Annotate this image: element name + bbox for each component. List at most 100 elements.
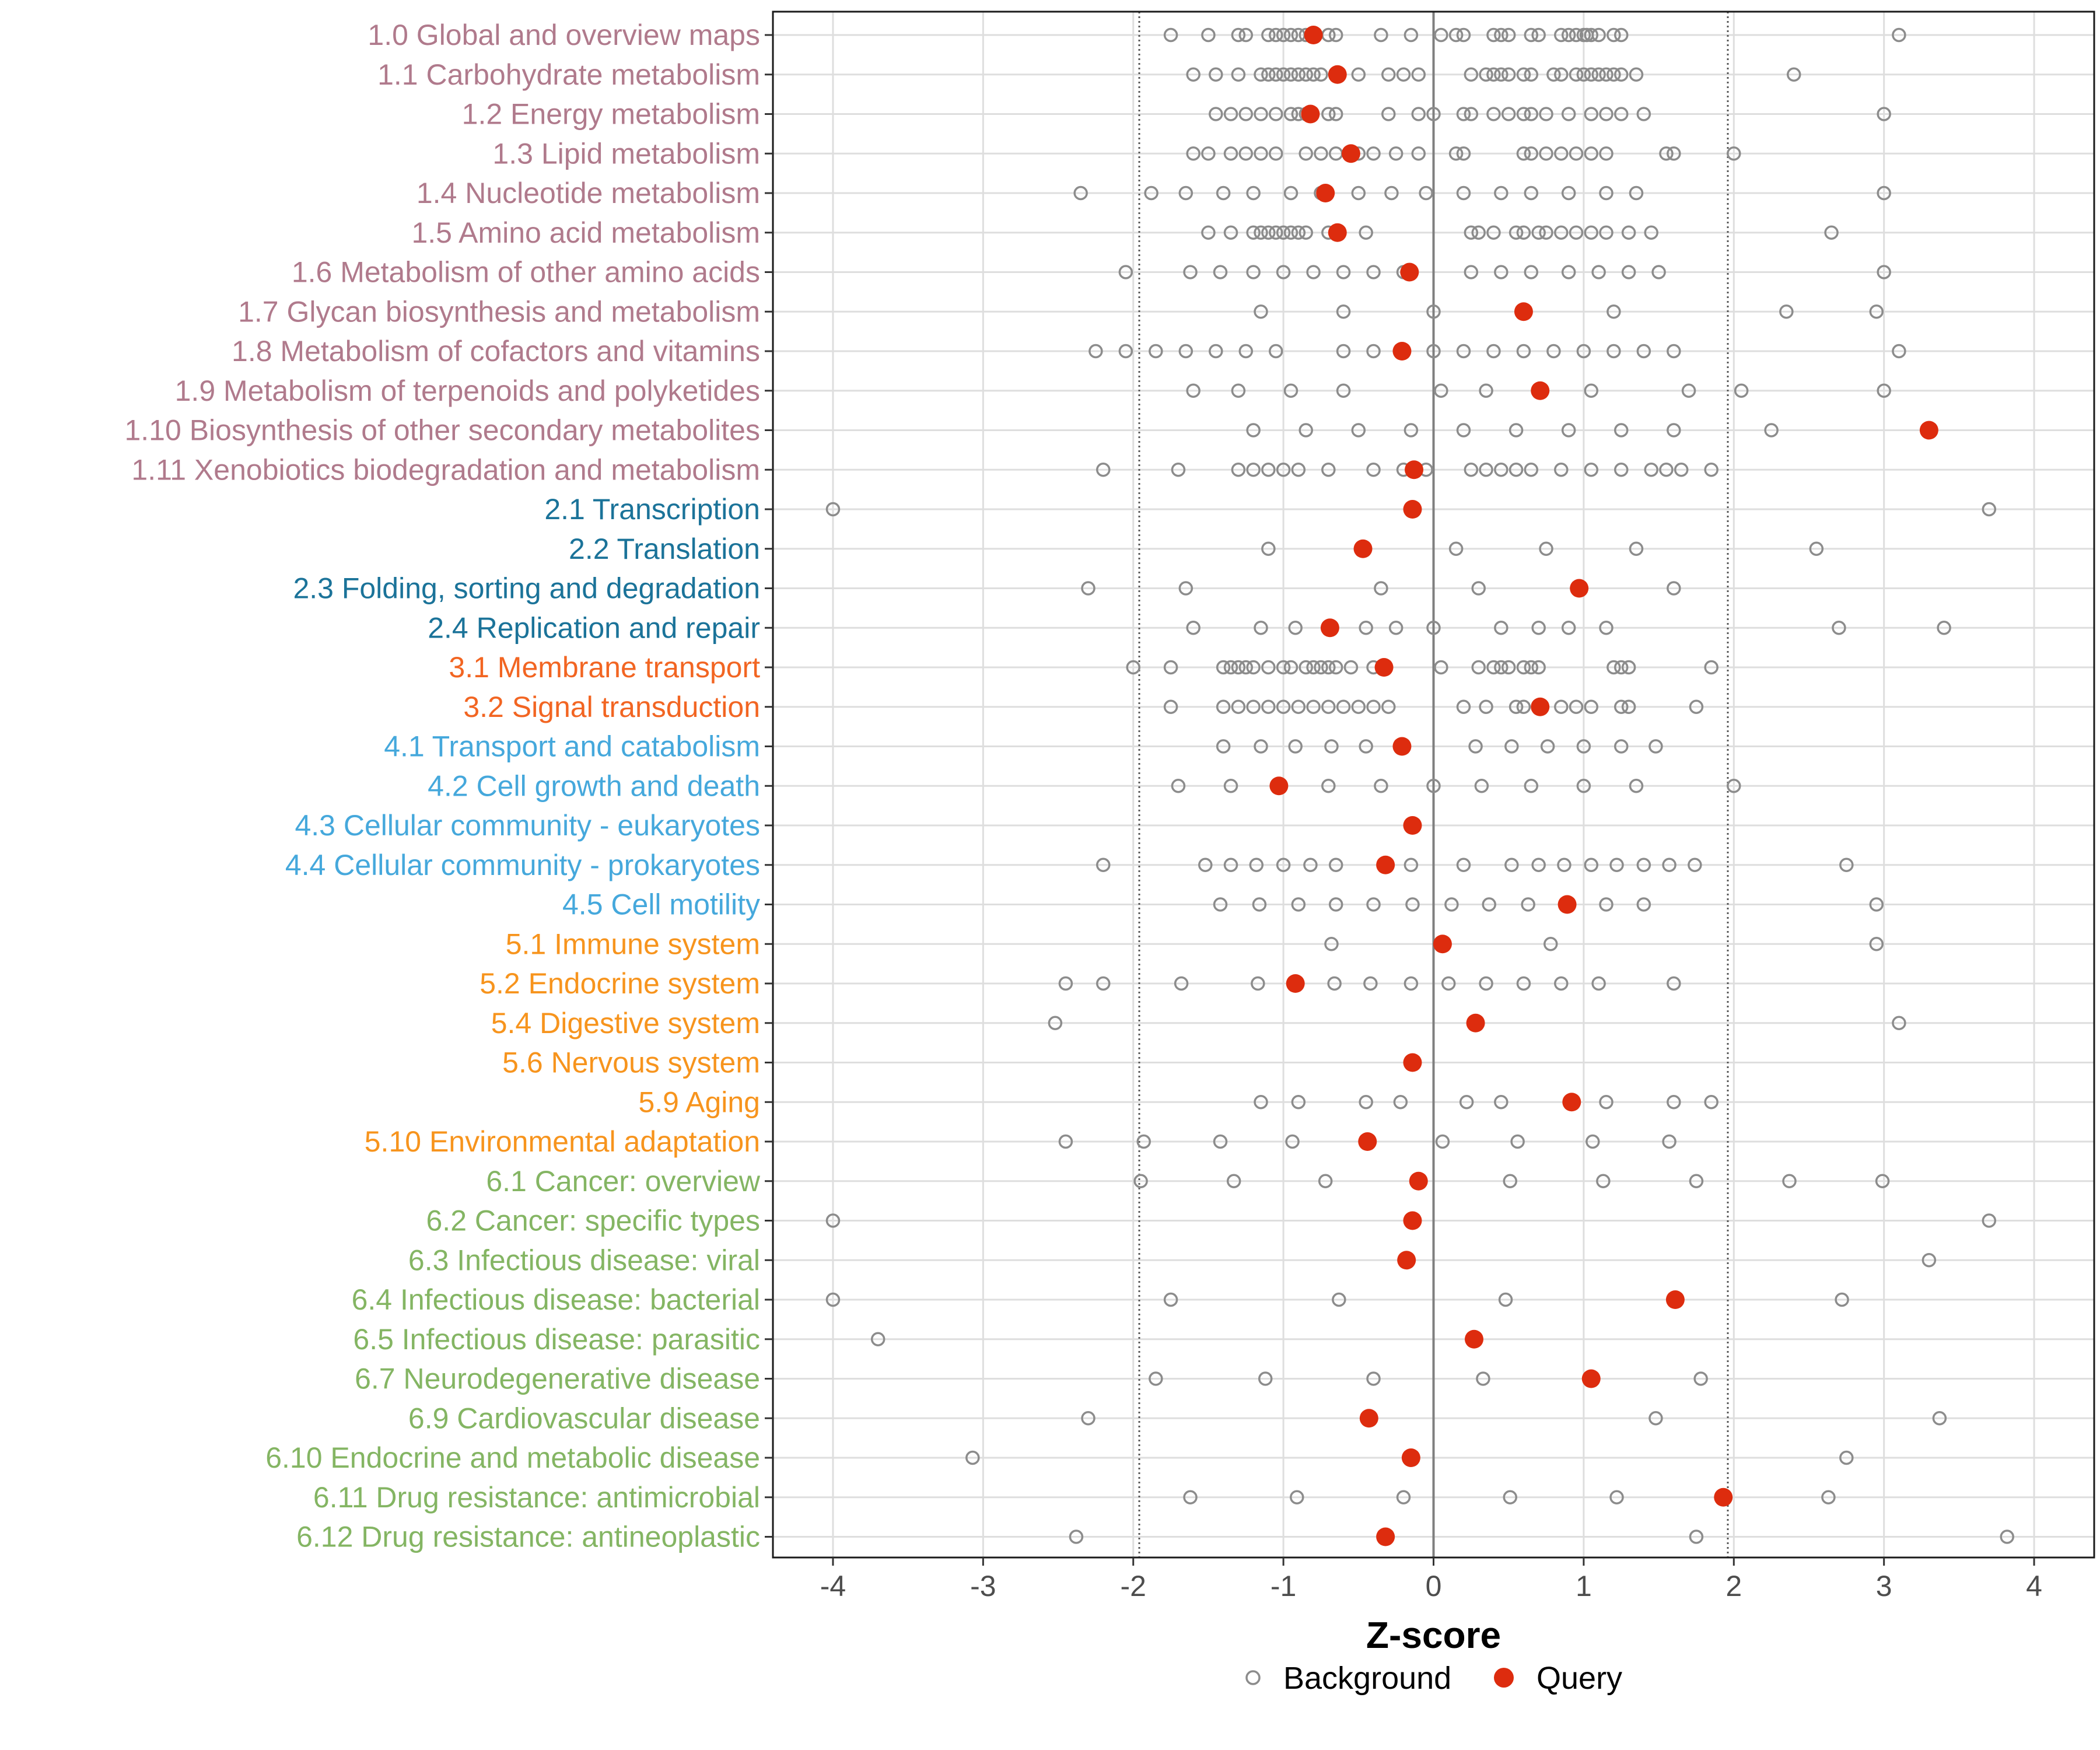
y-category-label: 3.1 Membrane transport (449, 651, 760, 684)
background-point (1606, 67, 1621, 82)
background-point (1516, 225, 1531, 240)
background-point (1276, 225, 1291, 240)
background-point (1621, 225, 1636, 240)
background-point (1144, 186, 1158, 201)
background-point (1283, 67, 1298, 82)
background-point (1591, 976, 1606, 991)
background-point (1629, 779, 1644, 793)
background-point (1786, 67, 1801, 82)
background-point (1561, 621, 1576, 635)
background-point (1448, 541, 1464, 556)
background-point (1096, 976, 1111, 991)
background-point (1186, 383, 1200, 398)
query-point (1286, 974, 1305, 993)
x-axis-ticks: -4 -3 -2 -1 0 1 2 3 4 (820, 1558, 2042, 1602)
y-category-label: 4.1 Transport and catabolism (384, 730, 760, 763)
background-point (1198, 858, 1213, 872)
background-point (1318, 1174, 1333, 1188)
background-point (1351, 423, 1366, 438)
background-point (1584, 699, 1599, 714)
y-category-label: 1.8 Metabolism of cofactors and vitamins (232, 335, 760, 368)
background-point (1223, 107, 1238, 121)
background-point (1261, 660, 1276, 675)
background-point (1426, 107, 1441, 121)
background-point (1216, 186, 1231, 201)
background-point (1554, 225, 1569, 240)
background-point (1238, 107, 1254, 121)
background-point (1246, 699, 1261, 714)
query-point (1714, 1488, 1733, 1507)
background-point (1584, 858, 1599, 872)
background-point (1937, 621, 1951, 635)
background-point (1136, 1134, 1151, 1149)
x-tick-label: -4 (820, 1570, 846, 1602)
background-point (1516, 699, 1531, 714)
background-point (1651, 265, 1666, 279)
query-points (1269, 26, 1938, 1546)
background-point (1561, 186, 1576, 201)
background-point (1584, 463, 1599, 477)
background-point (1667, 344, 1681, 359)
background-point (1298, 660, 1313, 675)
background-point (1252, 897, 1267, 912)
background-point (1546, 344, 1561, 359)
background-point (1636, 897, 1651, 912)
background-point (1058, 1134, 1073, 1149)
background-point (1261, 225, 1276, 240)
background-point (1614, 27, 1629, 43)
background-point (1516, 660, 1531, 675)
background-point (1388, 146, 1404, 161)
background-point (1231, 383, 1246, 398)
background-point (1291, 1095, 1306, 1110)
background-point (1479, 463, 1493, 477)
background-point (1171, 463, 1186, 477)
background-point (1088, 344, 1103, 359)
background-point (1366, 463, 1381, 477)
background-point (1328, 897, 1343, 912)
background-point (1479, 67, 1493, 82)
background-point (1254, 1095, 1268, 1110)
background-point (1531, 621, 1546, 635)
background-point (1629, 186, 1644, 201)
y-axis-ticks (765, 34, 773, 1538)
background-point (1636, 107, 1651, 121)
background-point (1366, 1371, 1381, 1386)
query-point (1374, 658, 1394, 677)
background-point (1832, 621, 1846, 635)
background-point (1359, 225, 1373, 240)
background-point (1298, 146, 1313, 161)
background-point (1839, 858, 1854, 872)
background-point (1388, 621, 1404, 635)
background-point (1231, 699, 1246, 714)
background-point (1183, 1490, 1198, 1504)
background-point (1584, 67, 1599, 82)
legend-background-label: Background (1283, 1661, 1451, 1696)
background-point (1504, 739, 1519, 754)
background-point (1501, 660, 1516, 675)
background-point (1464, 265, 1479, 279)
legend-query-swatch (1494, 1668, 1514, 1688)
background-point (1246, 463, 1261, 477)
background-point (1268, 225, 1283, 240)
background-point (1464, 107, 1479, 121)
background-point (1359, 621, 1373, 635)
background-point (1261, 463, 1276, 477)
background-point (870, 1332, 886, 1346)
query-point (1353, 539, 1373, 558)
background-point (1126, 660, 1140, 675)
background-point (1621, 660, 1636, 675)
background-point (1298, 423, 1313, 438)
background-point (1591, 27, 1606, 43)
background-point (1404, 976, 1419, 991)
background-point (1877, 383, 1891, 398)
background-point (1283, 107, 1298, 121)
background-point (1171, 779, 1186, 793)
background-point (1464, 463, 1479, 477)
background-point (1291, 67, 1306, 82)
y-category-label: 2.3 Folding, sorting and degradation (293, 572, 760, 605)
y-category-label: 5.4 Digestive system (491, 1007, 760, 1040)
background-point (1614, 660, 1629, 675)
background-point (1238, 146, 1254, 161)
y-category-label: 6.7 Neurodegenerative disease (355, 1363, 760, 1395)
y-category-label: 5.6 Nervous system (502, 1046, 760, 1079)
